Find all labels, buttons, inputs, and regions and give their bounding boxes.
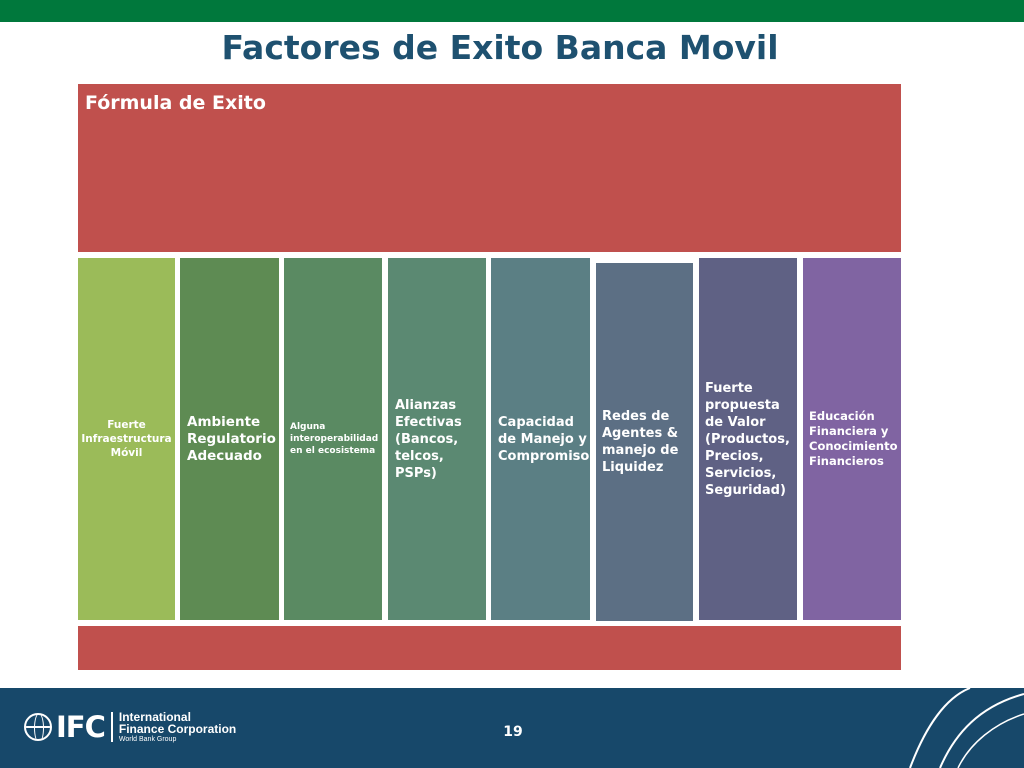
foundation-base [78, 626, 901, 670]
top-accent-bar [0, 0, 1024, 22]
org-line-1: International [118, 709, 191, 724]
org-line-2: Finance Corporation [118, 721, 237, 736]
pillar-label: Capacidad de Manejo y Compromiso [498, 414, 590, 464]
swoosh-decoration [909, 688, 1024, 768]
footer-bar [0, 688, 1024, 768]
pillar-capacidad: Capacidad de Manejo y Compromiso [491, 258, 590, 620]
pillar-label: Alianzas Efectivas (Bancos, telcos, PSPs… [395, 397, 462, 481]
pillar-label: Redes de Agentes & manejo de Liquidez [602, 409, 679, 475]
ifc-logo: IFC International Finance Corporation Wo… [24, 710, 236, 744]
pillar-label: Ambiente Regulatorio Adecuado [187, 413, 276, 464]
pillar-alianzas: Alianzas Efectivas (Bancos, telcos, PSPs… [388, 258, 486, 620]
pillar-educacion: Educación Financiera y Conocimiento Fina… [803, 258, 901, 620]
formula-label: Fórmula de Exito [85, 92, 266, 114]
pillar-label: Educación Financiera y Conocimiento Fina… [809, 409, 898, 468]
pillar-agentes: Redes de Agentes & manejo de Liquidez [596, 263, 693, 621]
page-number: 19 [503, 724, 523, 740]
org-name: International Finance Corporation World … [119, 711, 236, 744]
globe-icon [24, 713, 52, 741]
pillar-regulatorio: Ambiente Regulatorio Adecuado [180, 258, 279, 620]
slide-title: Factores de Exito Banca Movil [221, 28, 779, 67]
pillar-label: Fuerte propuesta de Valor (Productos, Pr… [705, 380, 790, 498]
pillar-label: Alguna interoperabilidad en el ecosistem… [290, 422, 379, 456]
formula-roof: Fórmula de Exito [78, 84, 901, 252]
pillar-infraestructura: Fuerte Infraestructura Móvil [78, 258, 175, 620]
logo-divider [110, 712, 113, 742]
org-subline: World Bank Group [118, 735, 177, 743]
ifc-wordmark: IFC [56, 710, 106, 744]
pillar-propuesta-valor: Fuerte propuesta de Valor (Productos, Pr… [699, 258, 797, 620]
pillar-interoperabilidad: Alguna interoperabilidad en el ecosistem… [284, 258, 382, 620]
pillar-label: Fuerte Infraestructura Móvil [81, 419, 172, 459]
